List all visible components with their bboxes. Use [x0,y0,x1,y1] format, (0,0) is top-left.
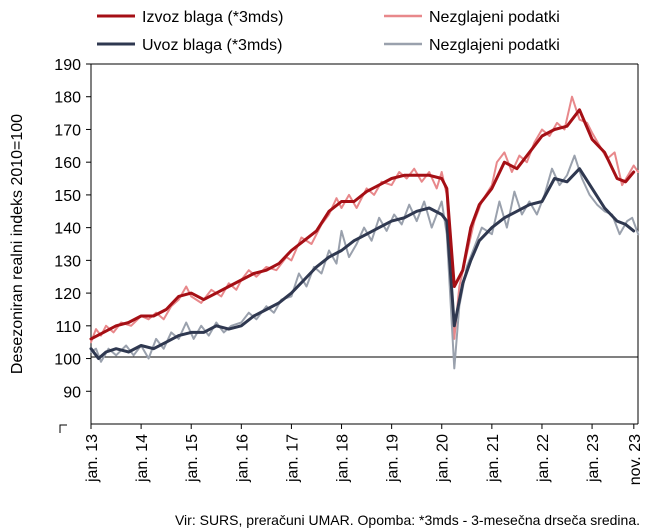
series-line-export-3m [89,108,636,341]
series-layer [89,95,640,370]
x-tick-label: jan. 15 [184,434,201,483]
x-axis-ticks: jan. 13 jan. 14 jan. 15 jan. 16 jan. 17 jan. … [84,424,644,485]
x-tick-label: jan. 20 [435,434,452,483]
x-tick-label: jan. 16 [234,434,251,483]
legend-label-export-3m: Izvoz blaga (*3mds) [142,9,283,26]
x-tick-label: jan. 19 [385,434,402,483]
x-tick-label: jan. 13 [84,434,101,483]
x-tick-label: nov. 23 [627,434,644,485]
series-line-import-3m [89,167,636,360]
x-tick-label: jan. 22 [535,434,552,483]
y-tick-label: 90 [63,384,81,401]
series-line-export-raw [90,95,640,344]
source-note: Vir: SURS, preračuni UMAR. Opomba: *3mds… [175,512,640,528]
legend-label-export-raw: Nezglajeni podatki [429,9,560,26]
y-tick-label: 180 [54,90,81,107]
x-tick-label: jan. 21 [485,434,502,483]
axis-break-mark [59,424,67,433]
legend-label-import-3m: Uvoz blaga (*3mds) [142,37,283,54]
y-axis-label: Desezoniran realni indeks 2010=100 [9,114,26,374]
y-tick-label: 160 [54,155,81,172]
legend: Izvoz blaga (*3mds) Nezglajeni podatki U… [97,9,560,54]
y-tick-label: 100 [54,352,81,369]
y-tick-label: 170 [54,122,81,139]
legend-label-import-raw: Nezglajeni podatki [429,37,560,54]
x-tick-label: jan. 23 [585,434,602,483]
y-tick-label: 190 [54,57,81,74]
x-tick-label: jan. 17 [284,434,301,483]
series-line-import-raw [90,154,640,370]
y-axis-ticks: 90 100 110 120 130 140 150 160 170 180 190 [54,57,91,401]
y-tick-label: 130 [54,253,81,270]
y-tick-label: 110 [55,319,81,336]
y-tick-label: 140 [54,221,81,238]
x-tick-label: jan. 18 [335,434,352,483]
y-tick-label: 120 [54,286,81,303]
y-tick-label: 150 [54,188,81,205]
x-tick-label: jan. 14 [134,434,151,483]
